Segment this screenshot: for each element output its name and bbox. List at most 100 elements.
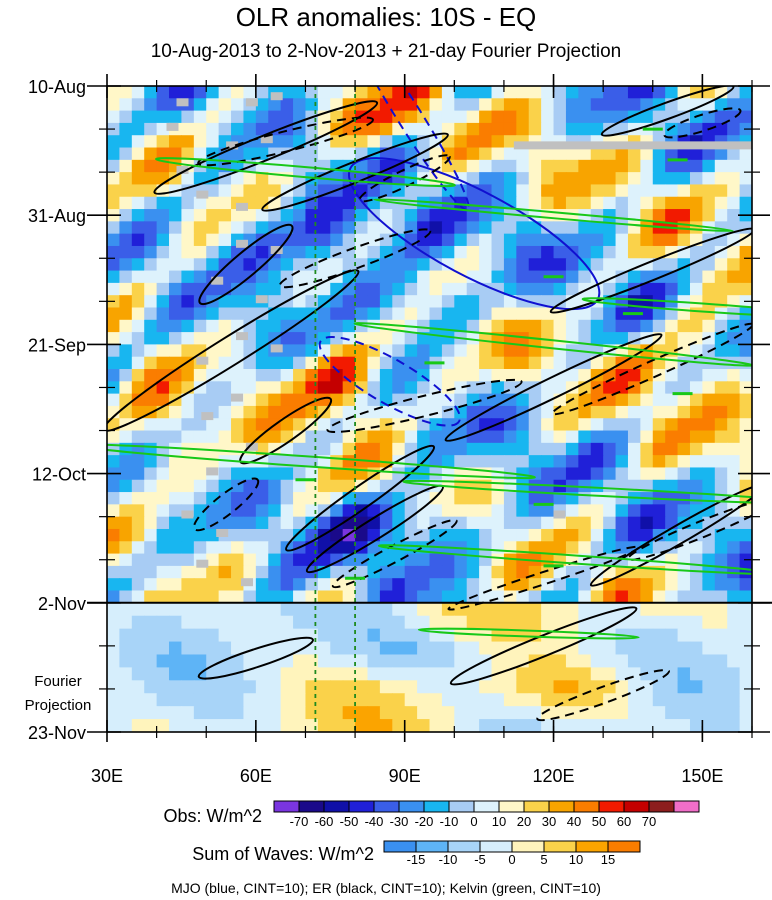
wave-cell (429, 693, 443, 707)
missing-data (176, 166, 189, 174)
obs-cell (479, 110, 493, 124)
wave-cell (206, 719, 220, 732)
obs-cell (627, 590, 641, 604)
wave-cell (503, 693, 517, 707)
wave-cell (131, 628, 145, 643)
obs-cell (119, 245, 133, 259)
obs-cell (466, 233, 480, 247)
obs-cell (280, 565, 294, 579)
obs-cell (156, 319, 170, 333)
obs-cell (441, 270, 455, 284)
wave-cell (615, 719, 629, 732)
obs-cell (665, 455, 679, 469)
obs-cell (491, 553, 505, 567)
obs-cell (615, 86, 629, 99)
obs-cell (441, 528, 455, 542)
obs-cell (392, 147, 406, 161)
obs-cell (479, 381, 493, 395)
wave-cell (293, 706, 307, 720)
obs-cell (615, 369, 629, 382)
obs-cell (293, 344, 307, 358)
wave-cell (689, 680, 703, 694)
wave-cell (305, 628, 319, 643)
obs-cell (553, 147, 567, 161)
obs-cell (206, 282, 220, 296)
obs-cell (268, 516, 282, 530)
obs-cell (516, 147, 530, 161)
obs-cell (156, 159, 170, 173)
obs-cell (578, 184, 592, 198)
obs-cell (454, 455, 468, 469)
obs-cell (305, 184, 319, 198)
er-contour (197, 636, 314, 680)
obs-cell (516, 590, 530, 604)
wave-cell (640, 602, 654, 617)
obs-cell (565, 110, 579, 124)
obs-cell (640, 233, 654, 247)
obs-cell (466, 209, 480, 222)
wave-cell (441, 719, 455, 732)
wave-cell (181, 602, 195, 617)
obs-cell (429, 110, 443, 124)
obs-cell (702, 209, 716, 222)
obs-cell (107, 356, 120, 370)
wave-cell (441, 641, 455, 656)
wave-cell (454, 641, 468, 656)
obs-cell (404, 381, 418, 395)
obs-cell (107, 578, 120, 592)
obs-cell (280, 516, 294, 530)
obs-cell (516, 110, 530, 124)
obs-cell (541, 221, 555, 235)
obs-cell (255, 319, 269, 333)
wave-cell (441, 680, 455, 694)
obs-cell (528, 516, 542, 530)
obs-cell (627, 578, 641, 592)
wave-cell (491, 654, 505, 668)
obs-cell (516, 528, 530, 542)
wave-cell (169, 602, 183, 617)
obs-cell (231, 381, 245, 395)
obs-cell (441, 159, 455, 173)
obs-cell (739, 86, 752, 99)
obs-cell (293, 418, 307, 432)
wave-cell (255, 667, 269, 681)
obs-cell (441, 565, 455, 579)
wave-cell (355, 641, 369, 656)
obs-cell (429, 86, 443, 99)
wave-cell (677, 706, 691, 720)
obs-cell (379, 430, 393, 444)
wave-cell (714, 628, 728, 643)
wave-cell (652, 706, 666, 720)
obs-cell (131, 393, 145, 407)
colorbar-tick-label: -30 (390, 814, 409, 829)
wave-cell (392, 680, 406, 694)
obs-cell (305, 553, 319, 567)
wave-cell (280, 615, 294, 630)
obs-cell (404, 430, 418, 444)
wave-cell (627, 654, 641, 668)
wave-cell (231, 602, 245, 617)
obs-cell (516, 159, 530, 173)
obs-cell (342, 356, 356, 370)
obs-cell (417, 344, 431, 358)
mjo-contour (318, 336, 461, 427)
wave-cell (379, 693, 393, 707)
wave-cell (193, 615, 207, 630)
obs-cell (479, 86, 493, 99)
obs-cell (156, 98, 170, 112)
obs-cell (206, 578, 220, 592)
obs-cell (404, 553, 418, 567)
obs-cell (479, 258, 493, 272)
wave-cell (355, 602, 369, 617)
obs-cell (615, 184, 629, 198)
obs-cell (689, 221, 703, 235)
obs-cell (528, 86, 542, 99)
obs-cell (727, 86, 741, 99)
obs-cell (677, 172, 691, 186)
obs-cell (243, 504, 257, 518)
obs-cell (255, 393, 269, 407)
obs-cell (429, 492, 443, 505)
wave-cell (317, 693, 331, 707)
wave-cell (231, 680, 245, 694)
obs-cell (404, 590, 418, 604)
